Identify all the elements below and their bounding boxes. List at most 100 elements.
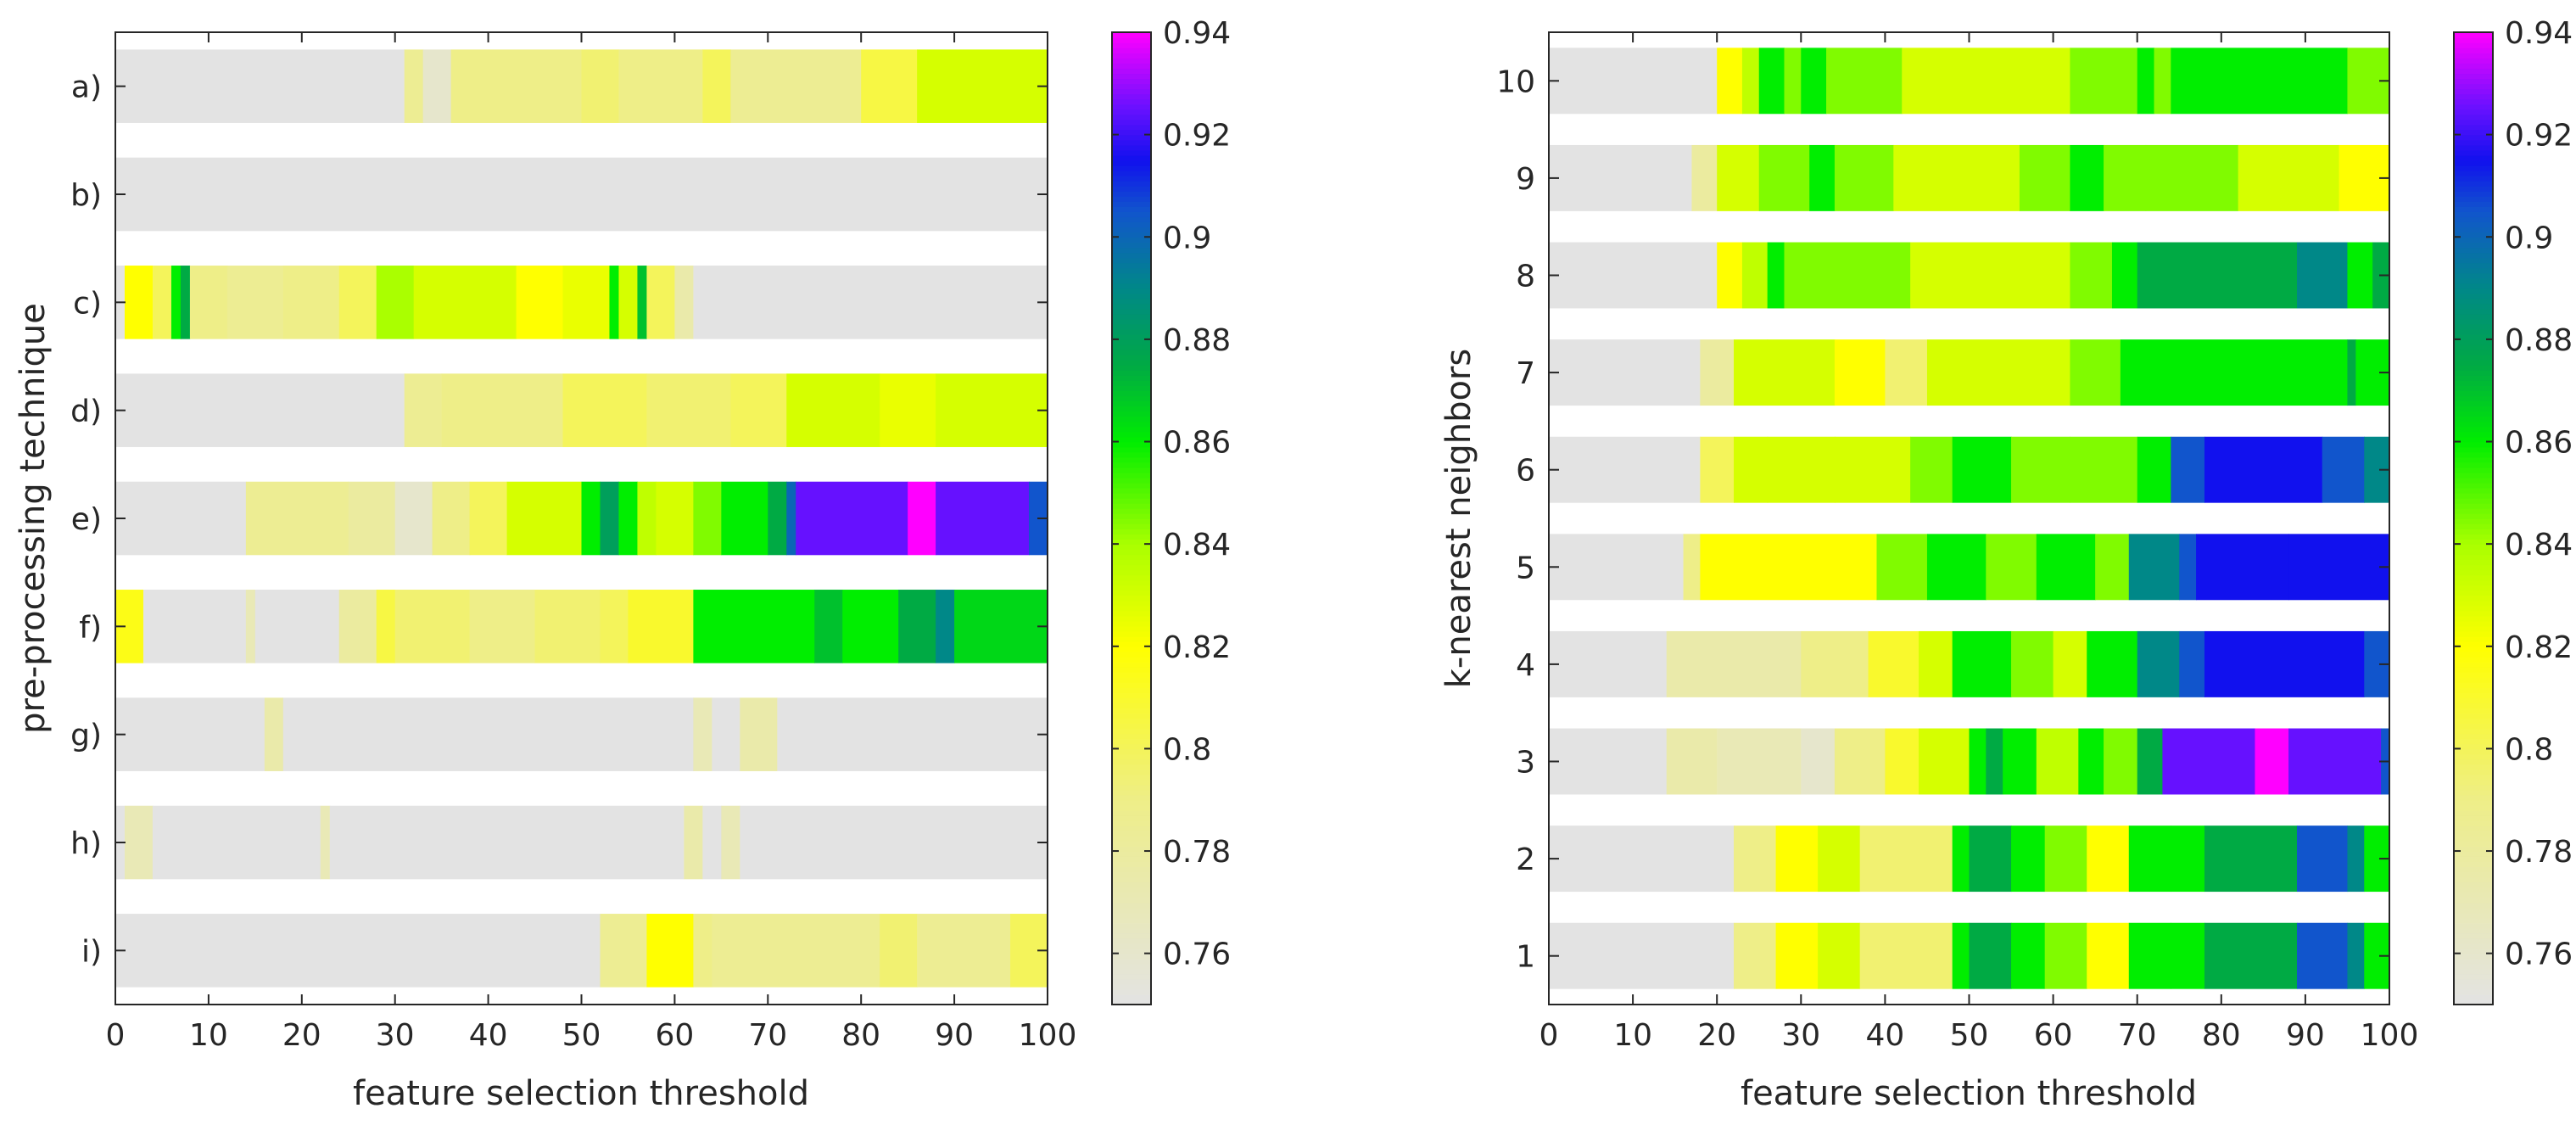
colorbar-swatch: [2454, 400, 2493, 407]
colorbar-swatch: [2454, 922, 2493, 929]
heatmap-cell: [936, 590, 955, 663]
colorbar-swatch: [1112, 267, 1151, 274]
colorbar-swatch: [1112, 958, 1151, 965]
colorbar-swatch: [1112, 809, 1151, 816]
heatmap-cell: [1683, 534, 1701, 601]
heatmap-cell: [2087, 826, 2130, 893]
heatmap-cell: [1952, 436, 2012, 503]
colorbar-swatch: [2454, 333, 2493, 340]
colorbar-swatch: [1112, 247, 1151, 254]
left-colorbar: 0.94 0.92 0.9 0.88 0.86 0.84 0.82 0.8 0.78 0.76: [1111, 16, 1231, 1005]
colorbar-swatch: [2454, 441, 2493, 448]
colorbar-swatch: [2454, 953, 2493, 960]
heatmap-cell: [1885, 339, 1928, 406]
colorbar-swatch: [1112, 73, 1151, 80]
colorbar-swatch: [2454, 595, 2493, 602]
colorbar-swatch: [1112, 646, 1151, 652]
colorbar-tick-label: 0.88: [2505, 323, 2573, 358]
colorbar-swatch: [2454, 697, 2493, 703]
heatmap-cell: [618, 481, 639, 556]
heatmap-cell: [1758, 144, 1810, 211]
heatmap-cell: [581, 49, 620, 123]
colorbar-swatch: [2454, 948, 2493, 954]
heatmap-cell: [1549, 534, 1685, 601]
colorbar-swatch: [1112, 564, 1151, 571]
colorbar-swatch: [1112, 993, 1151, 1000]
colorbar-swatch: [1112, 713, 1151, 719]
colorbar-swatch: [1112, 119, 1151, 126]
colorbar-tick-label: 0.94: [2505, 16, 2573, 51]
colorbar-swatch: [2454, 512, 2493, 519]
heatmap-cell: [786, 481, 796, 556]
colorbar-swatch: [2454, 794, 2493, 801]
colorbar-swatch: [1112, 708, 1151, 714]
colorbar-swatch: [2454, 871, 2493, 878]
colorbar-swatch: [2454, 119, 2493, 126]
heatmap-cell: [469, 481, 508, 556]
colorbar-swatch: [1112, 927, 1151, 934]
heatmap-cell: [1801, 48, 1827, 115]
heatmap-cell: [2070, 144, 2104, 211]
colorbar-swatch: [2454, 539, 2493, 545]
colorbar-swatch: [1112, 963, 1151, 970]
colorbar-swatch: [2454, 983, 2493, 990]
colorbar-swatch: [2454, 718, 2493, 725]
colorbar-swatch: [2454, 129, 2493, 136]
colorbar-swatch: [2454, 887, 2493, 893]
y-tick-label: c): [73, 286, 102, 321]
colorbar-swatch: [1112, 344, 1151, 350]
colorbar-swatch: [1112, 574, 1151, 581]
colorbar-tick-label: 0.92: [1163, 119, 1231, 154]
colorbar-swatch: [2454, 676, 2493, 683]
heatmap-cell: [115, 373, 405, 447]
colorbar-swatch: [2454, 682, 2493, 688]
colorbar-swatch: [1112, 840, 1151, 847]
colorbar-swatch: [2454, 927, 2493, 934]
left-x-axis-ticks: 0 10 20 30 40 50 60 70 80 90 100: [106, 32, 1076, 1053]
heatmap-cell: [2011, 630, 2054, 697]
colorbar-swatch: [1112, 232, 1151, 238]
heatmap-cell: [1986, 728, 2003, 795]
heatmap-cell: [693, 481, 722, 556]
colorbar-swatch: [2454, 958, 2493, 965]
heatmap-cell: [245, 481, 349, 556]
colorbar-swatch: [1112, 600, 1151, 607]
colorbar-swatch: [2454, 641, 2493, 647]
colorbar-swatch: [2454, 733, 2493, 740]
heatmap-cell: [404, 373, 443, 447]
colorbar-swatch: [2454, 421, 2493, 428]
heatmap-cell: [2095, 534, 2130, 601]
colorbar-swatch: [1112, 272, 1151, 279]
colorbar-swatch: [2454, 487, 2493, 494]
colorbar-swatch: [2454, 630, 2493, 637]
colorbar-swatch: [1112, 697, 1151, 703]
colorbar-swatch: [1112, 641, 1151, 647]
right-y-axis-ticks: 10 9 8 7 6 5 4 3 2 1: [1496, 64, 2389, 975]
colorbar-swatch: [1112, 114, 1151, 120]
colorbar-swatch: [1112, 154, 1151, 161]
x-tick-label: 80: [841, 1018, 880, 1053]
y-tick-label: 7: [1516, 356, 1535, 391]
heatmap-cell: [450, 49, 583, 123]
colorbar-swatch: [1112, 687, 1151, 693]
x-tick-label: 50: [1950, 1018, 1989, 1053]
colorbar-swatch: [1112, 252, 1151, 259]
colorbar-swatch: [2454, 165, 2493, 171]
colorbar-tick-label: 0.84: [1163, 528, 1231, 562]
colorbar-swatch: [1112, 63, 1151, 70]
colorbar-tick-label: 0.82: [1163, 630, 1231, 665]
colorbar-swatch: [2454, 620, 2493, 627]
heatmap-cell: [1834, 144, 1894, 211]
heatmap-cell: [777, 697, 1048, 771]
colorbar-swatch: [1112, 559, 1151, 566]
heatmap-cell: [2162, 728, 2256, 795]
right-x-axis-label: feature selection threshold: [1741, 1074, 2197, 1113]
x-tick-label: 60: [2034, 1018, 2073, 1053]
colorbar-swatch: [1112, 328, 1151, 335]
heatmap-cell: [1767, 339, 1836, 406]
y-tick-label: e): [71, 502, 102, 537]
colorbar-swatch: [2454, 502, 2493, 509]
heatmap-cell: [1700, 339, 1735, 406]
colorbar-swatch: [1112, 938, 1151, 944]
colorbar-tick-label: 0.9: [1163, 221, 1211, 255]
